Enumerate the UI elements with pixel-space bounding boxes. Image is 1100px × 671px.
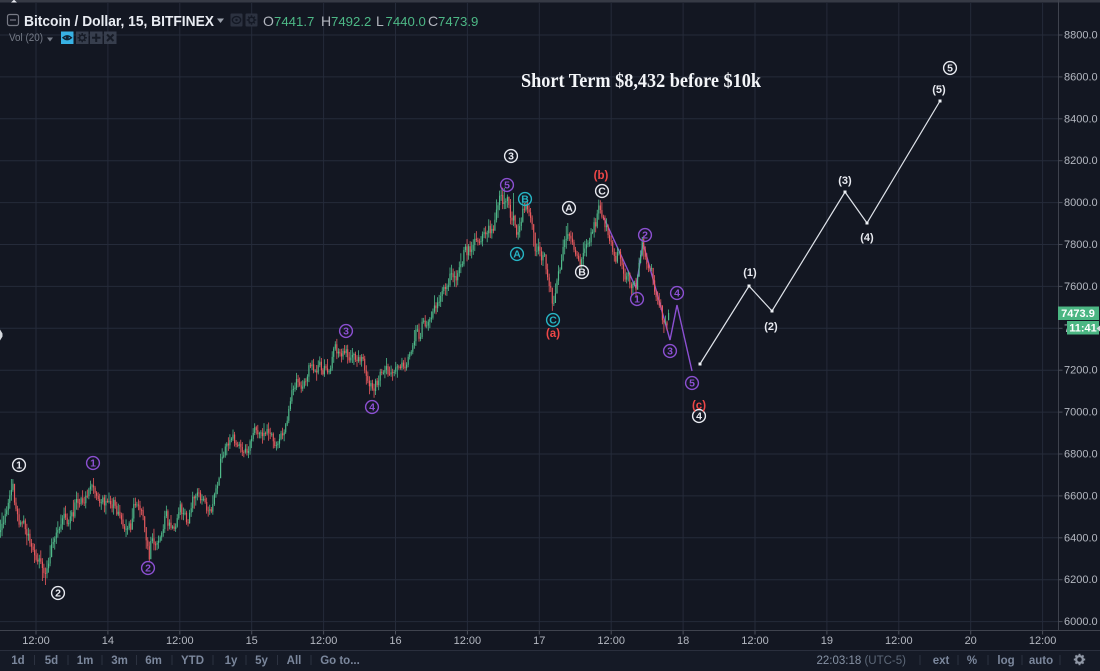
svg-text:8400.0: 8400.0 [1064,113,1098,125]
svg-text:H: H [321,13,331,29]
svg-text:14: 14 [102,635,114,647]
svg-text:12:00: 12:00 [597,635,625,647]
svg-text:C: C [598,185,606,197]
svg-text:7473.9: 7473.9 [438,14,478,29]
svg-text:1m: 1m [77,655,94,667]
svg-text:%: % [967,655,977,667]
svg-text:2: 2 [55,587,61,599]
svg-text:(3): (3) [838,175,852,187]
svg-text:3m: 3m [111,655,128,667]
svg-text:Go to...: Go to... [320,655,360,667]
svg-text:A: A [565,202,573,214]
svg-text:5: 5 [689,377,695,389]
svg-text:YTD: YTD [181,655,204,667]
svg-text:8600.0: 8600.0 [1064,71,1098,83]
svg-text:(5): (5) [932,84,946,96]
svg-text:16: 16 [389,635,401,647]
svg-text:7441.7: 7441.7 [274,14,314,29]
svg-text:3: 3 [508,150,514,162]
svg-text:A: A [513,248,521,260]
svg-text:8800.0: 8800.0 [1064,30,1098,42]
svg-text:17: 17 [533,635,545,647]
svg-text:L: L [376,13,384,29]
svg-text:8200.0: 8200.0 [1064,155,1098,167]
svg-text:22:03:18 (UTC-5): 22:03:18 (UTC-5) [817,655,907,667]
svg-text:(1): (1) [743,267,757,279]
svg-text:C: C [428,13,438,29]
svg-text:1y: 1y [225,655,238,667]
svg-text:7473.9: 7473.9 [1061,308,1095,320]
svg-text:All: All [287,655,302,667]
svg-text:C: C [549,314,557,326]
svg-text:6800.0: 6800.0 [1064,449,1098,461]
svg-text:Bitcoin / Dollar, 15, BITFINEX: Bitcoin / Dollar, 15, BITFINEX [24,13,214,30]
svg-text:7200.0: 7200.0 [1064,365,1098,377]
svg-text:Short Term $8,432 before $10k: Short Term $8,432 before $10k [521,70,762,92]
svg-text:log: log [997,655,1014,667]
svg-text:12:00: 12:00 [22,635,50,647]
svg-text:8000.0: 8000.0 [1064,197,1098,209]
svg-text:5y: 5y [255,655,268,667]
svg-text:3: 3 [667,345,673,357]
svg-text:(b): (b) [594,170,609,182]
svg-text:ext: ext [933,655,950,667]
svg-text:7440.0: 7440.0 [386,14,426,29]
svg-text:12:00: 12:00 [166,635,194,647]
svg-text:5d: 5d [45,655,58,667]
svg-text:12:00: 12:00 [885,635,913,647]
svg-text:4: 4 [369,401,375,413]
svg-text:1: 1 [16,459,22,471]
svg-text:Vol (20): Vol (20) [9,32,43,44]
svg-text:O: O [263,13,274,29]
svg-text:7000.0: 7000.0 [1064,407,1098,419]
svg-text:(c): (c) [692,400,706,412]
svg-text:19: 19 [821,635,833,647]
svg-text:12:00: 12:00 [310,635,338,647]
svg-text:7800.0: 7800.0 [1064,239,1098,251]
svg-text:B: B [578,266,586,278]
svg-text:6000.0: 6000.0 [1064,616,1098,628]
svg-text:3: 3 [343,325,349,337]
svg-text:(4): (4) [860,232,874,244]
svg-text:20: 20 [965,635,977,647]
svg-text:12:00: 12:00 [1029,635,1057,647]
svg-text:(2): (2) [764,321,778,333]
svg-text:5: 5 [947,62,953,74]
svg-text:6m: 6m [145,655,162,667]
svg-text:12:00: 12:00 [741,635,769,647]
svg-text:12:00: 12:00 [454,635,482,647]
svg-text:6400.0: 6400.0 [1064,532,1098,544]
svg-text:(a): (a) [546,328,560,340]
svg-text:7600.0: 7600.0 [1064,281,1098,293]
svg-text:5: 5 [504,179,510,191]
svg-text:7492.2: 7492.2 [331,14,371,29]
svg-text:15: 15 [246,635,258,647]
svg-text:B: B [521,193,529,205]
svg-text:2: 2 [145,562,151,574]
svg-text:1: 1 [634,293,640,305]
svg-text:2: 2 [642,229,648,241]
svg-text:auto: auto [1029,655,1053,667]
svg-text:4: 4 [696,410,702,422]
svg-text:6600.0: 6600.0 [1064,490,1098,502]
svg-text:1d: 1d [11,655,24,667]
svg-text:6200.0: 6200.0 [1064,574,1098,586]
svg-text:18: 18 [677,635,689,647]
svg-text:11:41: 11:41 [1069,323,1097,335]
svg-text:1: 1 [90,457,96,469]
svg-text:4: 4 [674,287,680,299]
